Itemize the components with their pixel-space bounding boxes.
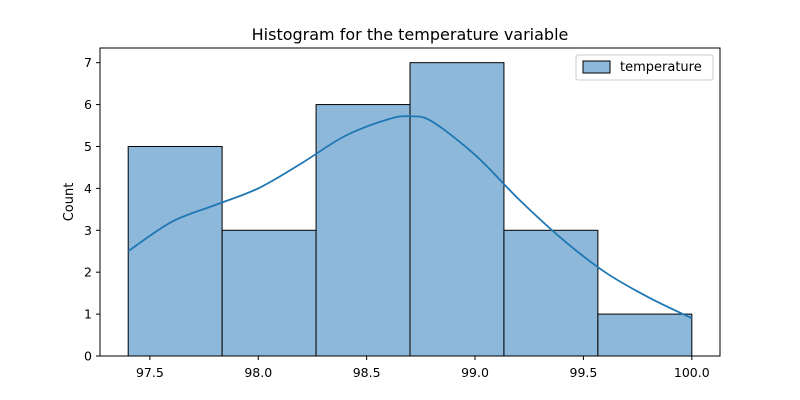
histogram-bar	[409, 62, 505, 357]
y-tick-label: 5	[84, 139, 92, 154]
y-axis-label: Count	[62, 183, 77, 222]
histogram-bar	[503, 229, 599, 357]
y-tick-label: 7	[84, 55, 92, 70]
kde-curve	[127, 115, 693, 320]
y-tick-label: 6	[84, 97, 92, 112]
x-tick-label: 99.0	[461, 365, 489, 380]
legend: temperature	[575, 54, 714, 81]
x-tick-label: 100.0	[674, 365, 710, 380]
y-tick-label: 2	[84, 265, 92, 280]
y-tick-label: 0	[84, 349, 92, 364]
x-tick-label: 99.5	[570, 365, 598, 380]
x-tick-label: 98.5	[353, 365, 381, 380]
histogram-bar	[597, 313, 693, 357]
histogram-bar	[127, 145, 223, 357]
y-tick-label: 4	[84, 181, 92, 196]
x-axis: 97.5 98.0 98.5 99.0 99.5 100.0	[136, 356, 710, 380]
plot-frame	[99, 47, 721, 357]
histogram-bar	[221, 229, 317, 357]
y-axis: 0 1 2 3 4 5 6 7	[84, 55, 100, 364]
x-tick-label: 98.0	[244, 365, 272, 380]
legend-swatch	[582, 60, 611, 74]
histogram-bar	[315, 104, 411, 357]
y-tick-label: 3	[84, 223, 92, 238]
y-tick-label: 1	[84, 307, 92, 322]
chart-title: Histogram for the temperature variable	[252, 25, 569, 44]
x-tick-label: 97.5	[136, 365, 164, 380]
bars-layer	[127, 62, 693, 357]
legend-entry-temperature: temperature	[620, 60, 702, 75]
